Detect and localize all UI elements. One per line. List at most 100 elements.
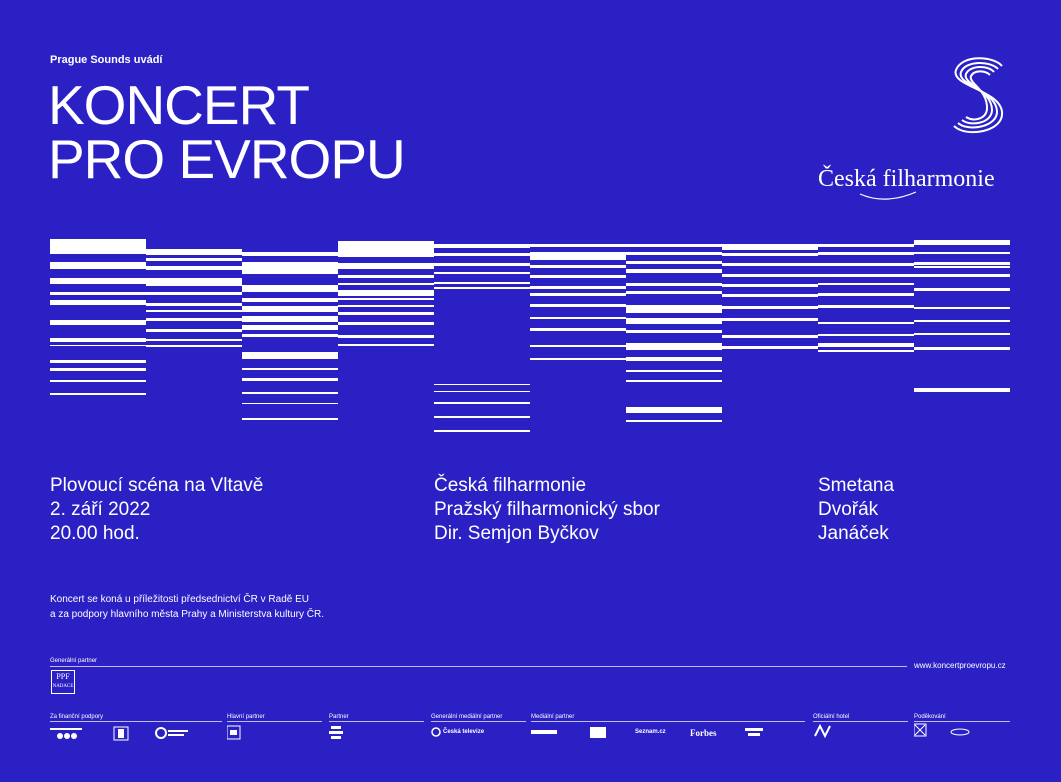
performers-block: Česká filharmonie Pražský filharmonický … — [434, 474, 660, 546]
stripe-bar — [722, 263, 818, 266]
financial-support-logos — [50, 726, 188, 741]
stripe-bar — [722, 306, 818, 309]
media-partner-rule — [531, 721, 805, 722]
stripe-bar — [722, 244, 818, 250]
media-logo-2 — [590, 727, 606, 738]
stripe-bar — [914, 347, 1010, 350]
stripe-bar — [626, 305, 722, 313]
stripe-bar — [338, 275, 434, 278]
stripe-bar — [626, 269, 722, 273]
title-line-2: PRO EVROPU — [48, 128, 406, 190]
stripe-bar — [338, 241, 434, 257]
stripe-bar — [818, 334, 914, 336]
main-partner-logo — [227, 725, 241, 740]
stripe-bar — [242, 285, 338, 292]
hotel-logo — [814, 724, 831, 739]
stripe-bar — [338, 322, 434, 325]
venue-block: Plovoucí scéna na Vltavě 2. září 2022 20… — [50, 474, 263, 546]
stripe-bar — [242, 262, 338, 274]
ppf-nadace-logo: PPF NADACE — [51, 670, 75, 694]
stripe-bar — [50, 393, 146, 395]
stripe-bar — [242, 392, 338, 394]
prague-city-logo — [50, 728, 82, 730]
general-media-partner-rule — [431, 721, 526, 722]
stripe-bar — [338, 305, 434, 307]
stripe-bar — [338, 263, 434, 269]
stripe-bar — [50, 380, 146, 382]
stripe-bar — [242, 378, 338, 381]
stripe-bar — [50, 239, 146, 254]
stripe-bar — [626, 330, 722, 333]
stripe-bar — [338, 335, 434, 338]
stripe-bar — [914, 266, 1010, 268]
performer-3: Dir. Semjon Byčkov — [434, 523, 599, 544]
stripe-bar — [242, 298, 338, 302]
ceska-televize-logo-text: Česká televize — [443, 729, 485, 735]
stripe-bar — [626, 343, 722, 350]
stripe-bar — [530, 293, 626, 296]
stripe-bar — [146, 249, 242, 255]
ceska-televize-logo — [431, 727, 441, 737]
general-media-partner-label: Generální mediální partner — [431, 714, 503, 720]
support-note-line-1: Koncert se koná u příležitosti předsedni… — [50, 594, 310, 605]
stripe-bar — [50, 300, 146, 305]
thanks-logos — [914, 723, 970, 737]
stripe-bar — [242, 252, 338, 256]
stripe-bar — [434, 244, 530, 248]
logo-dot-1 — [57, 733, 63, 739]
stripe-bar — [146, 278, 242, 286]
stripe-bar — [50, 338, 146, 342]
stripe-bar — [530, 252, 626, 260]
main-partner-label: Hlavní partner — [227, 714, 265, 720]
concert-date: 2. září 2022 — [50, 499, 151, 520]
stripe-bar — [722, 274, 818, 277]
prague-sounds-s-logo — [953, 57, 1004, 134]
stripe-bar — [146, 339, 242, 341]
stripe-bar — [530, 265, 626, 268]
media-logo-1 — [531, 730, 557, 734]
partner-label: Partner — [329, 714, 349, 720]
stripe-bar — [146, 345, 242, 347]
media-logo-classic — [745, 728, 763, 736]
stripe-bar — [434, 272, 530, 274]
stripe-bar — [914, 288, 1010, 291]
stripe-bar — [722, 346, 818, 349]
stripe-bar — [818, 263, 914, 266]
main-partner-rule — [227, 721, 322, 722]
stripe-bar — [242, 334, 338, 337]
nadace-logo-text: NADACE — [52, 684, 74, 689]
stripe-bar — [146, 266, 242, 270]
stripe-bar — [914, 262, 1010, 265]
stripe-bar — [530, 244, 626, 247]
stripe-bar — [242, 352, 338, 359]
composer-1: Smetana — [818, 475, 895, 496]
stripe-bar — [818, 274, 914, 277]
official-hotel-label: Oficiální hotel — [813, 714, 850, 720]
official-hotel-rule — [813, 721, 908, 722]
forbes-logo-text: Forbes — [690, 728, 717, 738]
stripe-bar — [914, 252, 1010, 254]
stripe-bar — [434, 391, 530, 392]
stripe-bar — [434, 430, 530, 432]
stripe-bar — [914, 333, 1010, 335]
performer-2: Pražský filharmonický sbor — [434, 499, 660, 520]
venue-name: Plovoucí scéna na Vltavě — [50, 475, 264, 496]
stripe-bar — [818, 283, 914, 285]
composer-2: Dvořák — [818, 499, 879, 520]
ceska-filharmonie-logo: Česká filharmonie — [818, 166, 1014, 206]
website-link[interactable]: www.koncertproevropu.cz — [914, 661, 1006, 670]
ministry-emblem — [113, 726, 129, 741]
ppf-logo-text: PPF — [56, 672, 70, 681]
stripe-bar — [722, 335, 818, 338]
logo-dot-3 — [71, 733, 77, 739]
thanks-label: Poděkování — [914, 714, 946, 720]
thanks-rule — [914, 721, 1010, 722]
stripe-bar — [626, 318, 722, 324]
stripe-bar — [914, 320, 1010, 322]
stripe-bar — [626, 291, 722, 294]
stripe-bar — [434, 416, 530, 418]
performer-1: Česká filharmonie — [434, 475, 587, 496]
ministry-culture-text-2 — [168, 734, 184, 736]
composer-3: Janáček — [818, 523, 889, 544]
